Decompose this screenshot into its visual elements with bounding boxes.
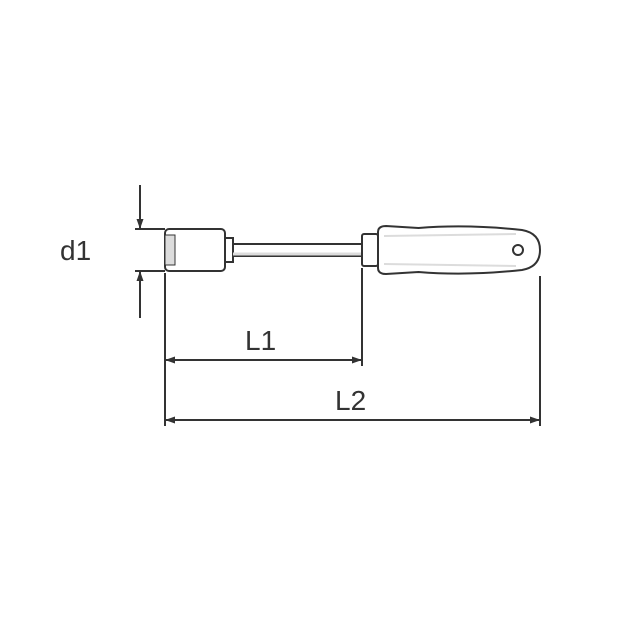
- label-l1: L1: [245, 325, 276, 356]
- diagram-canvas: d1 L1 L2: [0, 0, 620, 620]
- label-l2: L2: [335, 385, 366, 416]
- label-d1: d1: [60, 235, 91, 266]
- nut-driver-drawing: [165, 226, 540, 274]
